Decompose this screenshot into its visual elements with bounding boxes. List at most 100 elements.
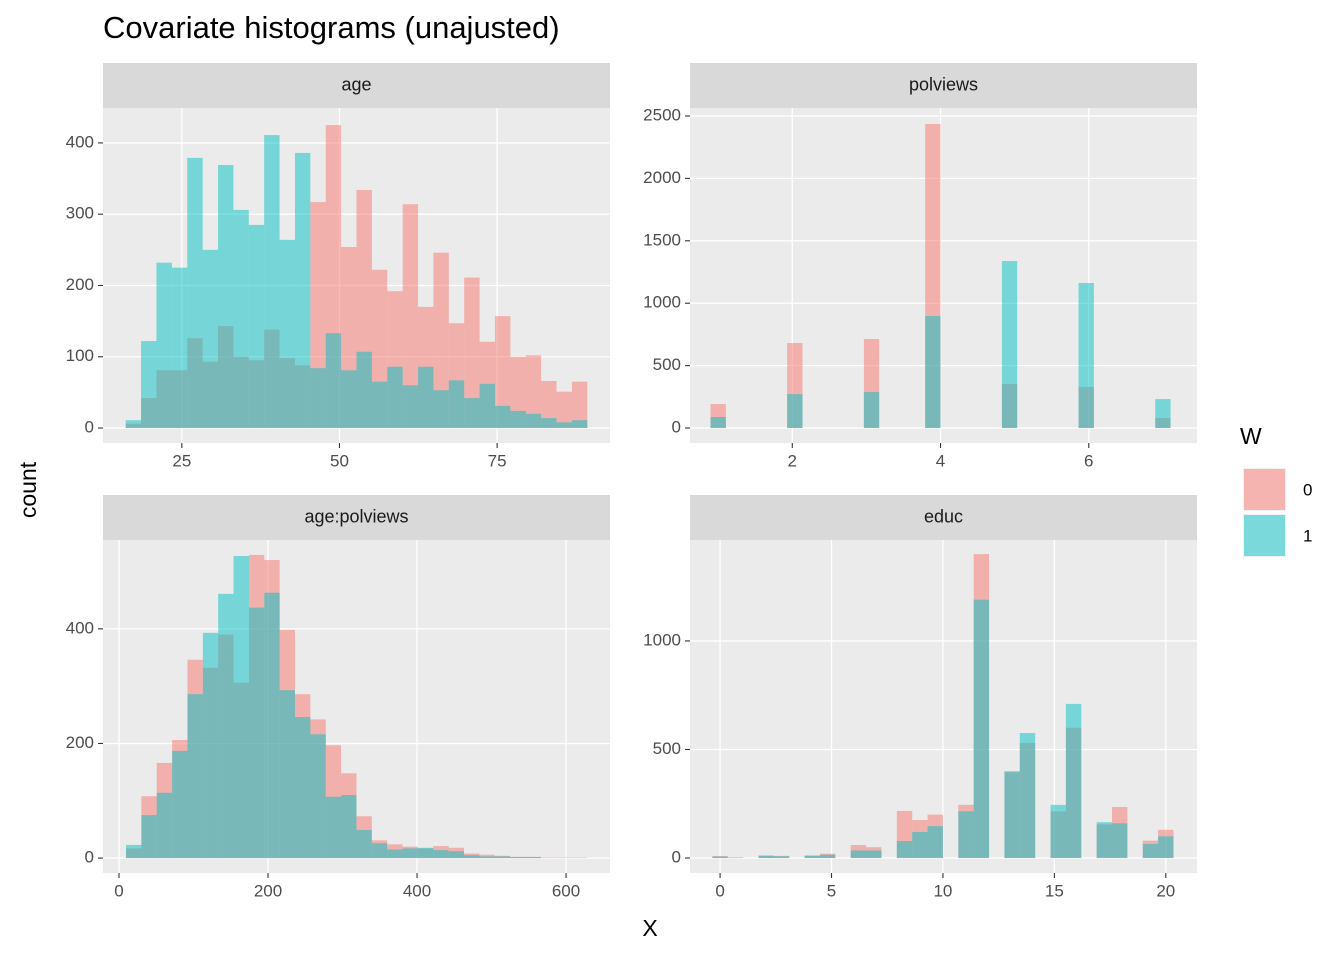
- bar: [402, 385, 419, 429]
- bar: [556, 857, 572, 859]
- bar: [479, 856, 495, 859]
- bar: [571, 857, 587, 859]
- strip: [690, 63, 1197, 108]
- bar: [202, 249, 219, 429]
- bar: [1050, 804, 1066, 859]
- y-tick-label: 400: [66, 618, 94, 637]
- x-tick-label: 200: [254, 881, 282, 900]
- y-tick-label: 500: [653, 739, 681, 758]
- bar: [540, 857, 557, 859]
- x-tick-label: 400: [403, 881, 431, 900]
- bar: [402, 848, 418, 859]
- y-tick-label: 1000: [643, 293, 681, 312]
- bar: [448, 851, 464, 859]
- bar: [925, 316, 941, 429]
- bar: [1001, 261, 1018, 429]
- bar: [294, 152, 311, 429]
- bar: [525, 413, 542, 429]
- bar: [494, 856, 511, 859]
- x-tick-label: 6: [1084, 451, 1093, 470]
- bar: [279, 690, 295, 859]
- bar: [863, 392, 880, 429]
- x-tick-label: 50: [330, 451, 349, 470]
- bar: [264, 592, 280, 859]
- bar: [510, 410, 526, 429]
- legend-label: 1: [1303, 526, 1312, 545]
- bar: [927, 826, 943, 859]
- bar: [187, 157, 203, 429]
- bar: [417, 847, 434, 859]
- strip-text: educ: [924, 506, 963, 526]
- x-tick-label: 4: [936, 451, 945, 470]
- legend-swatch: [1244, 469, 1285, 510]
- bar: [248, 607, 265, 859]
- strip-text: age: [341, 74, 371, 94]
- bar: [356, 351, 372, 429]
- bar: [202, 632, 219, 859]
- bar: [773, 856, 790, 859]
- bars: [126, 554, 587, 859]
- x-tick-label: 0: [114, 881, 123, 900]
- bars: [125, 125, 588, 429]
- legend-title: W: [1240, 423, 1262, 449]
- y-tick-label: 500: [653, 355, 681, 374]
- y-tick-label: 200: [66, 275, 94, 294]
- bar: [233, 556, 249, 859]
- y-tick-label: 400: [66, 132, 94, 151]
- bar: [218, 165, 234, 429]
- bar: [1078, 282, 1094, 429]
- bar: [141, 815, 157, 859]
- strip: [690, 495, 1197, 540]
- y-tick-label: 2000: [643, 168, 681, 187]
- bar: [510, 356, 526, 429]
- y-tick-label: 1500: [643, 230, 681, 249]
- bars: [712, 554, 1174, 859]
- bar: [418, 366, 434, 429]
- bar: [433, 390, 449, 429]
- bar: [712, 856, 728, 859]
- bar: [973, 599, 990, 859]
- bar: [233, 209, 249, 429]
- bar: [341, 795, 357, 859]
- bar: [464, 398, 480, 429]
- bar: [463, 855, 480, 859]
- bar: [310, 734, 326, 859]
- bar: [156, 792, 173, 859]
- y-tick-label: 0: [672, 848, 681, 867]
- bar: [541, 418, 557, 429]
- x-axis-title: X: [642, 915, 657, 941]
- bar: [1065, 703, 1082, 859]
- bar: [571, 420, 588, 429]
- bar: [1112, 823, 1128, 859]
- bar: [494, 405, 511, 429]
- bar: [479, 383, 495, 429]
- bar: [556, 391, 572, 429]
- bar: [433, 850, 449, 859]
- strip-text: polviews: [909, 74, 978, 94]
- bar: [402, 204, 419, 429]
- panel: [690, 108, 1197, 443]
- bar: [387, 849, 403, 859]
- x-tick-label: 5: [827, 881, 836, 900]
- y-tick-label: 1000: [643, 630, 681, 649]
- bar: [710, 417, 726, 429]
- bar: [1155, 399, 1171, 429]
- bar: [325, 796, 342, 859]
- legend-swatch: [1244, 515, 1285, 556]
- y-tick-label: 2500: [643, 105, 681, 124]
- bar: [850, 850, 867, 859]
- bar: [310, 368, 326, 429]
- x-tick-label: 10: [933, 881, 952, 900]
- bar: [264, 135, 280, 429]
- bar: [126, 844, 142, 859]
- x-tick-label: 0: [715, 881, 724, 900]
- bars: [710, 123, 1171, 429]
- bar: [448, 380, 465, 429]
- bar: [866, 850, 882, 859]
- x-tick-label: 2: [788, 451, 797, 470]
- y-tick-label: 300: [66, 204, 94, 223]
- bar: [279, 239, 295, 429]
- bar: [896, 841, 913, 859]
- x-tick-label: 20: [1156, 881, 1175, 900]
